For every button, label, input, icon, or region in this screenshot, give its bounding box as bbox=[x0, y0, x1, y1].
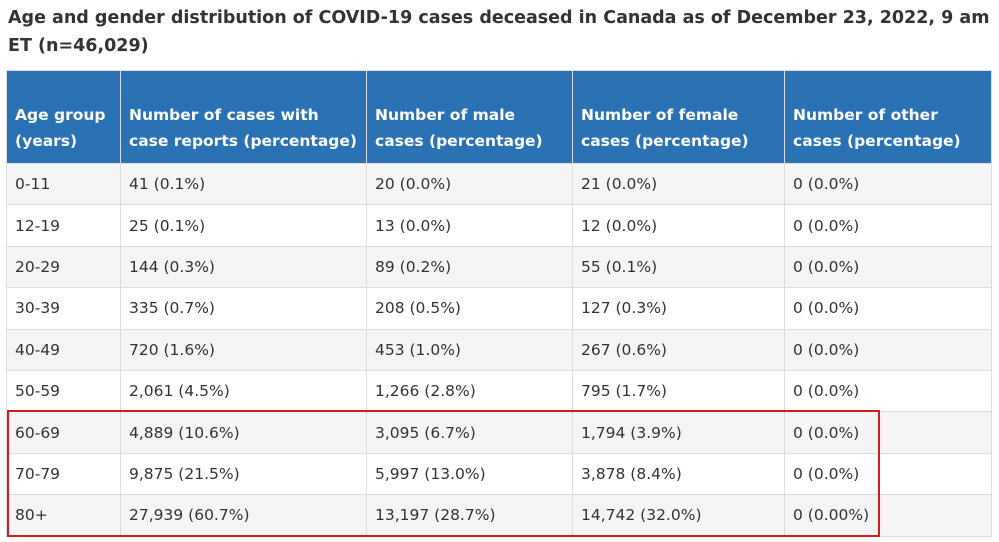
cell-male-cases: 208 (0.5%) bbox=[366, 287, 573, 330]
cell-total-cases: 9,875 (21.5%) bbox=[120, 452, 367, 496]
cell-age-group: 20-29 bbox=[6, 245, 121, 289]
cell-other-cases: 0 (0.0%) bbox=[784, 452, 992, 496]
cell-female-cases: 1,794 (3.9%) bbox=[572, 411, 785, 454]
cell-female-cases: 14,742 (32.0%) bbox=[572, 494, 785, 537]
cell-male-cases: 453 (1.0%) bbox=[366, 328, 573, 371]
cell-other-cases: 0 (0.0%) bbox=[784, 287, 992, 330]
cell-total-cases: 335 (0.7%) bbox=[120, 287, 367, 330]
cell-total-cases: 27,939 (60.7%) bbox=[120, 494, 367, 537]
cell-female-cases: 12 (0.0%) bbox=[572, 204, 785, 247]
table-row: 50-59 2,061 (4.5%) 1,266 (2.8%) 795 (1.7… bbox=[6, 369, 992, 413]
header-male-cases: Number of male cases (percentage) bbox=[366, 70, 573, 164]
cell-age-group: 30-39 bbox=[6, 287, 121, 330]
cell-other-cases: 0 (0.0%) bbox=[784, 369, 992, 413]
table-row: 12-19 25 (0.1%) 13 (0.0%) 12 (0.0%) 0 (0… bbox=[6, 204, 992, 247]
header-age-group: Age group (years) bbox=[6, 70, 121, 164]
cell-male-cases: 13 (0.0%) bbox=[366, 204, 573, 247]
cell-age-group: 0-11 bbox=[6, 162, 121, 206]
cell-male-cases: 5,997 (13.0%) bbox=[366, 452, 573, 496]
table-row: 60-69 4,889 (10.6%) 3,095 (6.7%) 1,794 (… bbox=[6, 411, 992, 454]
cell-age-group: 60-69 bbox=[6, 411, 121, 454]
cell-other-cases: 0 (0.0%) bbox=[784, 204, 992, 247]
header-female-cases: Number of female cases (percentage) bbox=[572, 70, 785, 164]
cell-age-group: 40-49 bbox=[6, 328, 121, 371]
cell-total-cases: 4,889 (10.6%) bbox=[120, 411, 367, 454]
cell-other-cases: 0 (0.0%) bbox=[784, 328, 992, 371]
cell-female-cases: 3,878 (8.4%) bbox=[572, 452, 785, 496]
cell-total-cases: 41 (0.1%) bbox=[120, 162, 367, 206]
table-row: 0-11 41 (0.1%) 20 (0.0%) 21 (0.0%) 0 (0.… bbox=[6, 162, 992, 206]
table-row: 80+ 27,939 (60.7%) 13,197 (28.7%) 14,742… bbox=[6, 494, 992, 537]
table-row: 70-79 9,875 (21.5%) 5,997 (13.0%) 3,878 … bbox=[6, 452, 992, 496]
cell-female-cases: 127 (0.3%) bbox=[572, 287, 785, 330]
table-body: 0-11 41 (0.1%) 20 (0.0%) 21 (0.0%) 0 (0.… bbox=[6, 162, 992, 537]
cell-other-cases: 0 (0.0%) bbox=[784, 162, 992, 206]
cell-female-cases: 21 (0.0%) bbox=[572, 162, 785, 206]
table-header: Age group (years) Number of cases with c… bbox=[6, 70, 992, 164]
cell-female-cases: 267 (0.6%) bbox=[572, 328, 785, 371]
table-row: 40-49 720 (1.6%) 453 (1.0%) 267 (0.6%) 0… bbox=[6, 328, 992, 371]
cell-male-cases: 13,197 (28.7%) bbox=[366, 494, 573, 537]
cell-total-cases: 2,061 (4.5%) bbox=[120, 369, 367, 413]
cell-other-cases: 0 (0.0%) bbox=[784, 245, 992, 289]
header-total-cases: Number of cases with case reports (perce… bbox=[120, 70, 367, 164]
cell-male-cases: 89 (0.2%) bbox=[366, 245, 573, 289]
table-row: 20-29 144 (0.3%) 89 (0.2%) 55 (0.1%) 0 (… bbox=[6, 245, 992, 289]
cell-total-cases: 25 (0.1%) bbox=[120, 204, 367, 247]
cell-age-group: 70-79 bbox=[6, 452, 121, 496]
cell-total-cases: 720 (1.6%) bbox=[120, 328, 367, 371]
header-row: Age group (years) Number of cases with c… bbox=[6, 70, 992, 164]
cell-male-cases: 3,095 (6.7%) bbox=[366, 411, 573, 454]
deceased-cases-table: Age group (years) Number of cases with c… bbox=[6, 70, 992, 537]
header-other-cases: Number of other cases (percentage) bbox=[784, 70, 992, 164]
cell-male-cases: 20 (0.0%) bbox=[366, 162, 573, 206]
cell-age-group: 50-59 bbox=[6, 369, 121, 413]
cell-female-cases: 795 (1.7%) bbox=[572, 369, 785, 413]
cell-age-group: 80+ bbox=[6, 494, 121, 537]
cell-other-cases: 0 (0.00%) bbox=[784, 494, 992, 537]
cell-total-cases: 144 (0.3%) bbox=[120, 245, 367, 289]
cell-other-cases: 0 (0.0%) bbox=[784, 411, 992, 454]
cell-male-cases: 1,266 (2.8%) bbox=[366, 369, 573, 413]
cell-age-group: 12-19 bbox=[6, 204, 121, 247]
table-row: 30-39 335 (0.7%) 208 (0.5%) 127 (0.3%) 0… bbox=[6, 287, 992, 330]
cell-female-cases: 55 (0.1%) bbox=[572, 245, 785, 289]
table-caption: Age and gender distribution of COVID-19 … bbox=[8, 8, 990, 56]
